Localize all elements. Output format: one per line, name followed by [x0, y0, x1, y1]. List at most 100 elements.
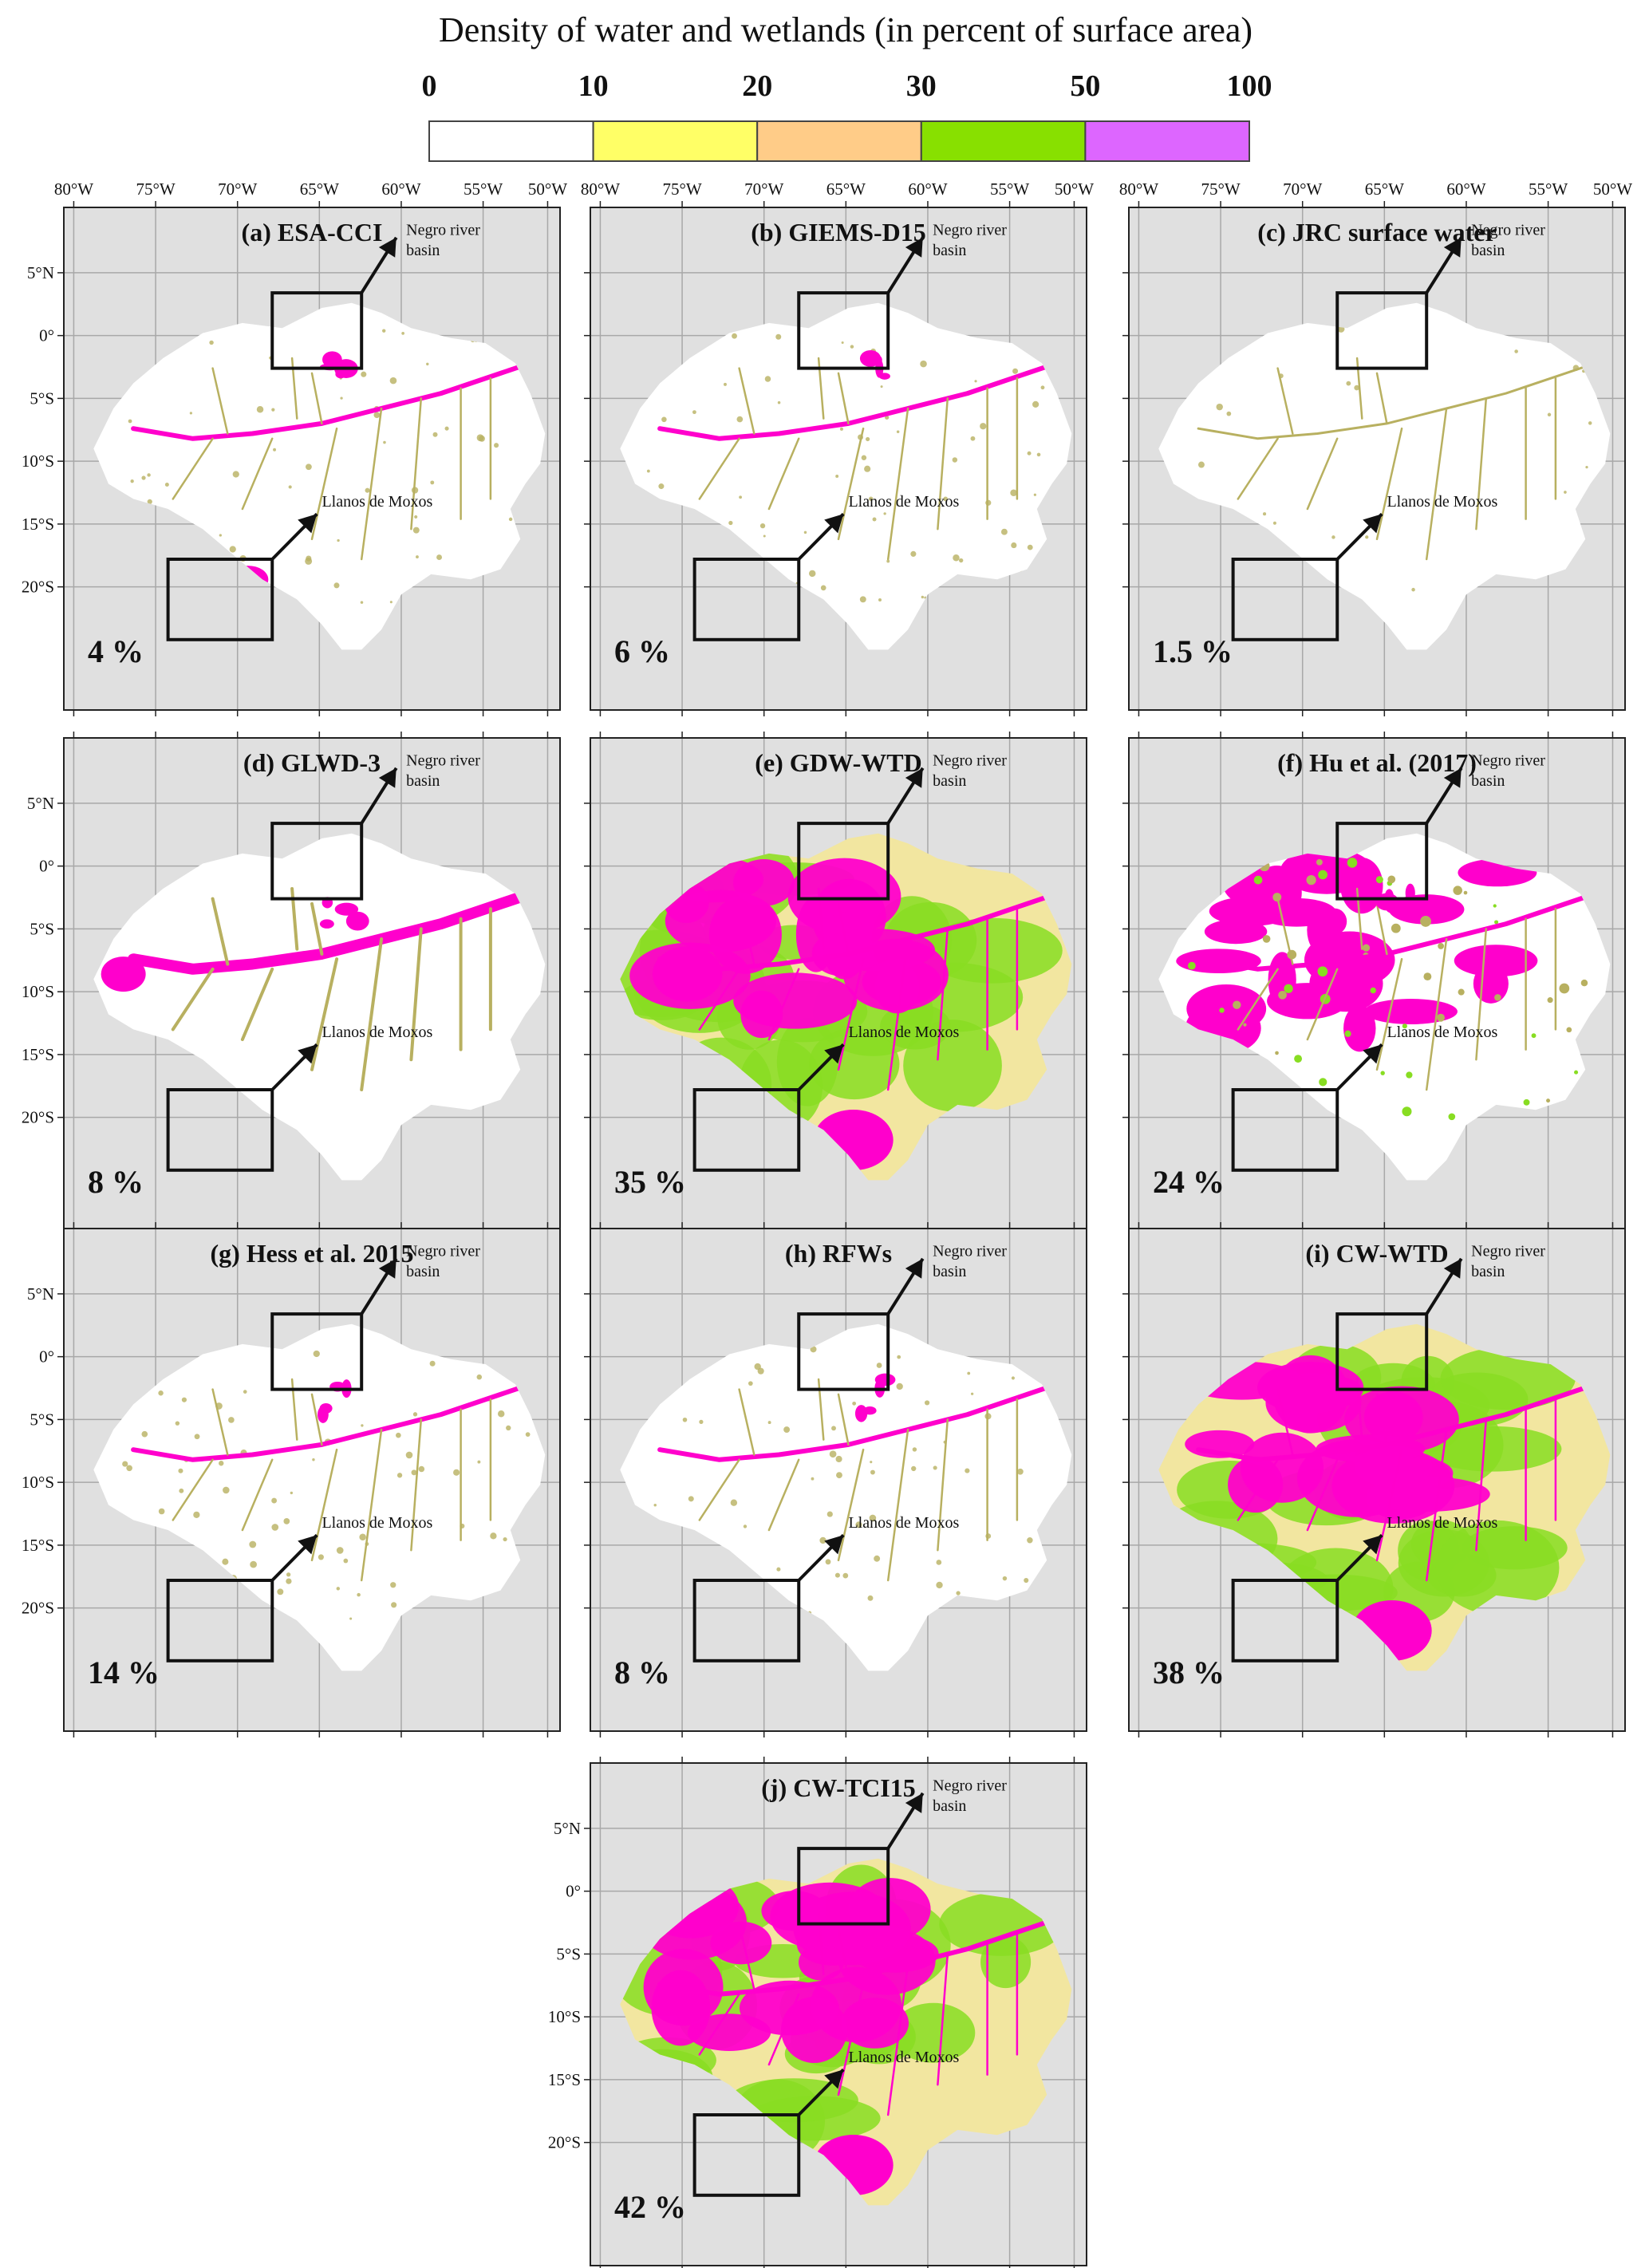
legend-break-label: 0 [422, 69, 437, 103]
high-density-area [319, 919, 334, 929]
tributary [767, 1993, 800, 2066]
negro-basin-box [270, 822, 364, 901]
tributary [1375, 372, 1388, 425]
longitude-label: 55°W [464, 179, 503, 199]
wetland-speck [411, 1469, 417, 1476]
wetland-speck [1033, 493, 1037, 496]
wetland-speck [825, 1559, 831, 1565]
wetland-speck [497, 1410, 505, 1418]
wetland-speck [803, 531, 807, 534]
wetland-speck [728, 520, 733, 526]
high-density-area [781, 1996, 848, 2064]
tributary [937, 1953, 949, 2086]
wetland-speck [748, 1381, 753, 1386]
negro-basin-label: basin [1471, 772, 1505, 790]
moxos-box [692, 2113, 801, 2197]
tributary [1475, 928, 1488, 1061]
high-density-area [854, 1405, 868, 1422]
wetland-speck [819, 1536, 826, 1544]
negro-arrow-head [905, 237, 923, 258]
moxos-label: Llanos de Moxos [322, 1024, 432, 1041]
wetland-speck [878, 598, 882, 602]
wetland-speck [783, 1426, 791, 1434]
moxos-arrow-head [824, 1535, 844, 1555]
wetland-speck [189, 412, 193, 415]
wetland-speck [477, 1460, 481, 1464]
wetland-speck [736, 416, 744, 423]
wetland-speck [1011, 542, 1017, 549]
tributary [738, 897, 755, 965]
high-density-area [1256, 897, 1337, 927]
wetland-speck [232, 471, 239, 478]
latitude-label: 0° [39, 857, 54, 876]
longitude-label: 75°W [1201, 179, 1240, 199]
high-density-area [878, 373, 890, 380]
wetland-speck [831, 1426, 836, 1431]
medium-density-area [776, 1017, 838, 1106]
high-density-area [652, 946, 723, 1002]
wetland-speck [1494, 920, 1499, 925]
amazon-basin [93, 1323, 546, 1671]
main-river [657, 891, 1059, 972]
negro-basin-box [797, 1312, 890, 1391]
wetland-speck [936, 1581, 943, 1589]
wetland-speck [1317, 966, 1328, 977]
tributary [837, 902, 850, 956]
wetland-speck [1346, 381, 1351, 386]
wetland-speck [811, 1477, 815, 1481]
wetland-speck [1344, 1030, 1351, 1037]
panel-title: (g) Hess et al. 2015 [210, 1239, 413, 1268]
coverage-percent: 8 % [614, 1655, 670, 1690]
wetland-speck [476, 1374, 483, 1380]
negro-basin-label: basin [406, 1263, 440, 1280]
tributary [211, 1388, 229, 1456]
wetland-speck [401, 332, 404, 335]
latitude-label: 20°S [548, 2133, 581, 2152]
tributary [171, 967, 215, 1031]
negro-basin-label: Negro river [933, 1243, 1007, 1260]
wetland-speck [1253, 875, 1263, 885]
wetland-speck [841, 341, 844, 345]
high-density-area [1186, 984, 1267, 1033]
main-river [1196, 891, 1598, 972]
latitude-label: 10°S [22, 982, 54, 1001]
tributary [886, 407, 909, 561]
negro-basin-box [797, 291, 890, 370]
wetland-speck [1331, 535, 1335, 539]
latitude-label: 15°S [22, 1045, 54, 1064]
wetland-speck [1002, 1576, 1008, 1581]
legend-break-label: 20 [742, 69, 772, 103]
latitude-label: 0° [566, 1882, 581, 1901]
wetland-speck [896, 1382, 903, 1390]
wetland-speck [273, 448, 277, 452]
wetland-speck [910, 550, 917, 557]
wetland-speck [1243, 1023, 1247, 1027]
panel-title: (c) JRC surface water [1257, 218, 1496, 247]
wetland-speck [381, 329, 386, 333]
high-density-area [1454, 945, 1538, 977]
wetland-speck [349, 1617, 353, 1620]
wetland-speck [730, 1499, 738, 1506]
wetland-speck [229, 546, 236, 553]
tributary [698, 437, 740, 500]
wetland-speck [897, 1355, 901, 1359]
high-density-area [1473, 964, 1509, 1004]
tributary [310, 957, 339, 1071]
wetland-speck [1262, 935, 1271, 943]
tributary [837, 1982, 865, 2096]
tributary [241, 1458, 274, 1532]
wetland-speck [852, 1401, 857, 1406]
wetland-speck [834, 1572, 840, 1578]
medium-density-area [1435, 1520, 1560, 1615]
wetland-speck [850, 345, 854, 349]
wetland-speck [426, 362, 429, 366]
wetland-speck [1438, 943, 1445, 949]
wetland-speck [333, 582, 340, 589]
high-density-area [1228, 1456, 1284, 1513]
negro-basin-label: basin [933, 1263, 966, 1280]
wetland-speck [1318, 870, 1327, 880]
longitude-label: 70°W [744, 179, 783, 199]
wetland-speck [1262, 512, 1267, 516]
map-panel: Negro river basin Llanos de Moxos (a) ESA-C… [22, 179, 567, 716]
wetland-speck [286, 1572, 291, 1577]
